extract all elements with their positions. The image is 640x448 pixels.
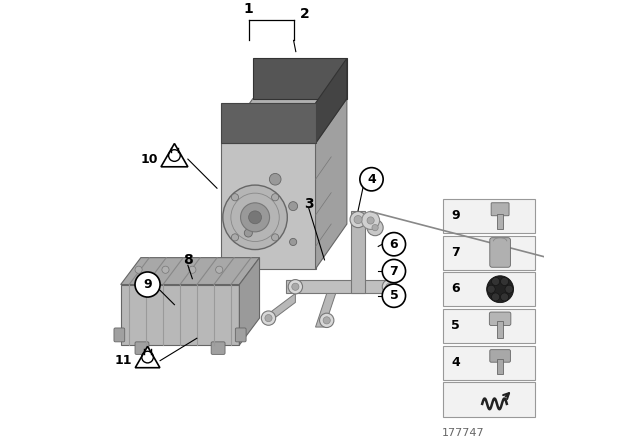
- Text: 11: 11: [114, 354, 132, 367]
- Text: 8: 8: [183, 253, 193, 267]
- Text: 4: 4: [451, 356, 460, 369]
- FancyBboxPatch shape: [135, 342, 149, 354]
- Text: 2: 2: [300, 7, 310, 21]
- Circle shape: [269, 173, 281, 185]
- Circle shape: [271, 234, 278, 241]
- Circle shape: [367, 220, 383, 236]
- Circle shape: [271, 194, 278, 201]
- FancyBboxPatch shape: [491, 203, 509, 216]
- Circle shape: [505, 285, 513, 293]
- Text: 1: 1: [244, 2, 253, 16]
- Circle shape: [354, 215, 362, 224]
- Polygon shape: [287, 280, 396, 293]
- Text: 177747: 177747: [442, 428, 484, 438]
- Circle shape: [223, 185, 287, 250]
- Text: 10: 10: [141, 153, 159, 166]
- Circle shape: [500, 277, 509, 285]
- Polygon shape: [253, 58, 347, 99]
- Circle shape: [500, 293, 509, 301]
- Text: 6: 6: [451, 282, 460, 295]
- FancyBboxPatch shape: [490, 238, 511, 267]
- Polygon shape: [269, 293, 296, 323]
- Text: 7: 7: [451, 246, 460, 258]
- Circle shape: [323, 317, 330, 324]
- Circle shape: [372, 224, 378, 231]
- Text: 5: 5: [451, 319, 460, 332]
- Circle shape: [232, 194, 239, 201]
- Circle shape: [350, 211, 366, 228]
- Polygon shape: [161, 143, 188, 167]
- Bar: [443, 309, 535, 343]
- Text: 9: 9: [451, 209, 460, 222]
- Circle shape: [241, 203, 269, 232]
- Text: 6: 6: [390, 238, 398, 251]
- Circle shape: [265, 314, 272, 322]
- FancyBboxPatch shape: [490, 312, 511, 326]
- Polygon shape: [221, 143, 316, 269]
- Polygon shape: [316, 58, 347, 143]
- Polygon shape: [121, 258, 260, 284]
- Circle shape: [289, 202, 298, 211]
- Circle shape: [362, 211, 380, 229]
- FancyBboxPatch shape: [236, 328, 246, 342]
- Polygon shape: [135, 346, 160, 368]
- Bar: [443, 346, 535, 380]
- Circle shape: [135, 266, 142, 273]
- Circle shape: [135, 272, 160, 297]
- Circle shape: [319, 313, 334, 327]
- Circle shape: [288, 280, 303, 294]
- Bar: [497, 322, 503, 339]
- Polygon shape: [239, 258, 260, 345]
- Bar: [497, 359, 503, 374]
- Bar: [443, 236, 535, 270]
- Circle shape: [292, 283, 299, 290]
- Circle shape: [244, 229, 252, 237]
- Circle shape: [360, 168, 383, 191]
- Polygon shape: [316, 293, 335, 327]
- Text: 9: 9: [143, 278, 152, 291]
- Circle shape: [492, 293, 500, 301]
- Circle shape: [232, 234, 239, 241]
- Text: 7: 7: [390, 265, 398, 278]
- Circle shape: [289, 238, 297, 246]
- Text: 4: 4: [367, 173, 376, 186]
- Circle shape: [216, 266, 223, 273]
- Circle shape: [367, 217, 374, 224]
- Polygon shape: [221, 99, 347, 143]
- Bar: [497, 214, 503, 229]
- Circle shape: [261, 311, 276, 325]
- Circle shape: [382, 233, 406, 256]
- Circle shape: [386, 283, 393, 290]
- Polygon shape: [316, 99, 347, 269]
- Bar: [443, 272, 535, 306]
- Bar: [443, 383, 535, 417]
- Circle shape: [162, 266, 169, 273]
- FancyBboxPatch shape: [114, 328, 125, 342]
- Text: 3: 3: [304, 197, 314, 211]
- Circle shape: [382, 259, 406, 283]
- Circle shape: [382, 280, 397, 294]
- Polygon shape: [121, 284, 239, 345]
- FancyBboxPatch shape: [490, 350, 511, 362]
- Circle shape: [486, 276, 513, 303]
- Polygon shape: [351, 211, 365, 293]
- Circle shape: [189, 266, 196, 273]
- Text: 5: 5: [390, 289, 398, 302]
- Circle shape: [382, 284, 406, 307]
- Circle shape: [248, 211, 262, 224]
- Circle shape: [492, 277, 500, 285]
- Circle shape: [487, 285, 495, 293]
- FancyBboxPatch shape: [211, 342, 225, 354]
- Bar: [443, 199, 535, 233]
- Polygon shape: [221, 103, 316, 143]
